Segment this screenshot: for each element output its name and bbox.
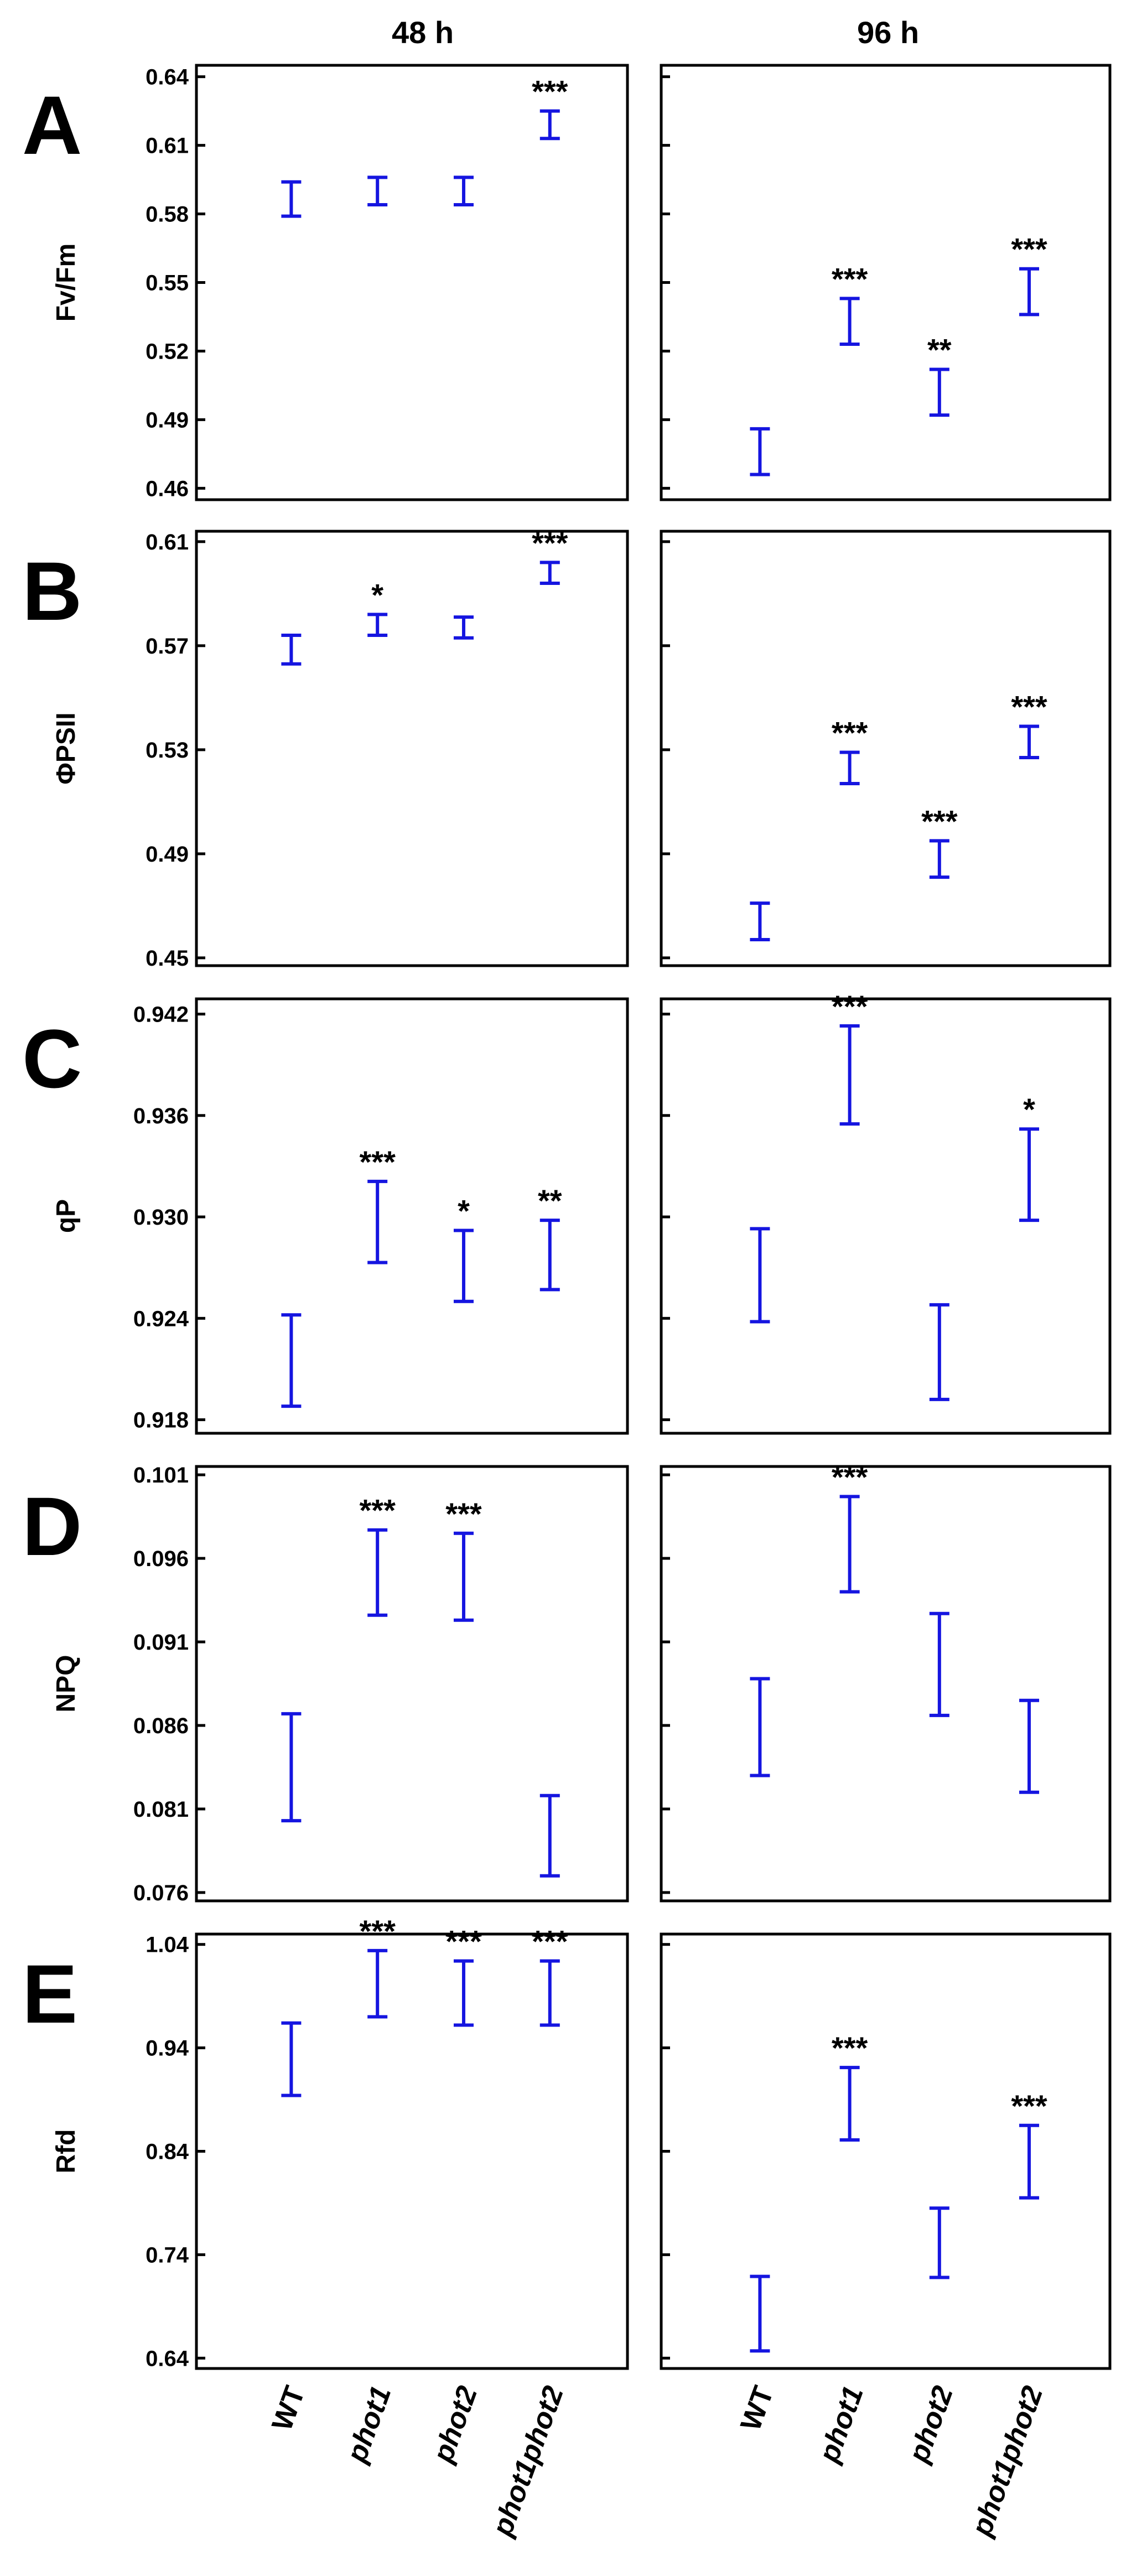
y-tick-label: 0.55 bbox=[146, 271, 189, 296]
significance-marker: ** bbox=[538, 1183, 562, 1218]
significance-marker: *** bbox=[832, 2030, 868, 2065]
x-tick-label-phot1phot2: phot1phot2 bbox=[965, 2382, 1049, 2541]
plot-frame bbox=[660, 530, 1112, 967]
significance-marker: * bbox=[458, 1193, 470, 1228]
plot-grid: 0.460.490.520.550.580.610.64AFv/Fm******… bbox=[22, 64, 1112, 2371]
x-tick-label-phot2: phot2 bbox=[902, 2382, 960, 2468]
significance-marker: *** bbox=[1011, 2088, 1047, 2123]
y-tick-label: 0.74 bbox=[146, 2243, 189, 2267]
panel-D-96h: *** bbox=[660, 1459, 1112, 1903]
panel-letter: A bbox=[22, 79, 82, 172]
panel-E-96h: *** *** bbox=[660, 1932, 1112, 2370]
plot-frame bbox=[195, 1932, 629, 2370]
y-tick-label: 0.918 bbox=[133, 1408, 189, 1433]
significance-marker: * bbox=[371, 577, 383, 612]
plot-frame bbox=[660, 64, 1112, 501]
column-header-96h: 96 h bbox=[857, 15, 919, 50]
x-tick-label-WT: WT bbox=[266, 2382, 312, 2435]
plot-frame bbox=[660, 1932, 1112, 2370]
panel-letter: C bbox=[22, 1012, 82, 1105]
y-tick-label: 0.081 bbox=[133, 1797, 189, 1822]
plot-frame bbox=[195, 1465, 629, 1903]
y-tick-label: 0.53 bbox=[146, 738, 189, 763]
panel-A-48h: 0.46 0.49 0.52 0.55 0.58 0.61 0.64 A Fv/Fm *** bbox=[22, 64, 629, 501]
significance-marker: *** bbox=[921, 804, 958, 838]
y-tick-label: 0.61 bbox=[146, 530, 189, 554]
y-tick-label: 0.924 bbox=[133, 1307, 189, 1331]
x-tick-label-phot1phot2: phot1phot2 bbox=[486, 2382, 570, 2541]
y-axis-label: qP bbox=[51, 1199, 81, 1233]
plot-frame bbox=[195, 530, 629, 967]
y-axis-label: Rfd bbox=[51, 2129, 81, 2174]
significance-marker: *** bbox=[832, 261, 868, 296]
significance-marker: *** bbox=[445, 1924, 482, 1959]
significance-marker: *** bbox=[532, 525, 568, 560]
y-tick-label: 0.096 bbox=[133, 1547, 189, 1571]
y-tick-label: 0.49 bbox=[146, 408, 189, 432]
x-axis-labels: WT phot1 phot2 phot1phot2 WT phot1 phot2 phot1p… bbox=[266, 2382, 1050, 2541]
x-tick-label-phot2: phot2 bbox=[427, 2382, 484, 2468]
significance-marker: *** bbox=[832, 989, 868, 1024]
panel-letter: E bbox=[22, 1947, 77, 2040]
significance-marker: *** bbox=[532, 1924, 568, 1959]
y-tick-label: 0.076 bbox=[133, 1881, 189, 1905]
y-tick-label: 0.84 bbox=[146, 2140, 189, 2164]
y-tick-label: 0.936 bbox=[133, 1104, 189, 1128]
significance-marker: *** bbox=[832, 716, 868, 750]
y-tick-label: 0.45 bbox=[146, 946, 189, 971]
x-tick-label-WT: WT bbox=[735, 2382, 780, 2435]
y-tick-label: 0.091 bbox=[133, 1630, 189, 1655]
panel-E-48h: 0.64 0.74 0.84 0.94 1.04 E Rfd *** *** *** bbox=[22, 1914, 629, 2371]
y-axis-label: ΦPSII bbox=[51, 712, 81, 784]
y-tick-label: 0.942 bbox=[133, 1002, 189, 1027]
plot-frame bbox=[660, 997, 1112, 1435]
significance-marker: *** bbox=[359, 1914, 396, 1948]
y-tick-label: 0.086 bbox=[133, 1714, 189, 1738]
significance-marker: *** bbox=[359, 1493, 396, 1528]
y-tick-label: 0.64 bbox=[146, 65, 189, 90]
panel-D-48h: 0.076 0.081 0.086 0.091 0.096 0.101 D NPQ *** *** bbox=[22, 1463, 629, 1905]
significance-marker: ** bbox=[927, 333, 952, 367]
significance-marker: *** bbox=[445, 1496, 482, 1531]
y-tick-label: 0.61 bbox=[146, 134, 189, 158]
significance-marker: * bbox=[1023, 1092, 1035, 1127]
y-tick-label: 0.101 bbox=[133, 1463, 189, 1487]
significance-marker: *** bbox=[832, 1459, 868, 1494]
panel-B-96h: *** *** *** bbox=[660, 530, 1112, 967]
y-axis-label: Fv/Fm bbox=[51, 243, 81, 322]
y-tick-label: 0.930 bbox=[133, 1205, 189, 1230]
y-tick-label: 0.58 bbox=[146, 203, 189, 227]
y-tick-label: 0.94 bbox=[146, 2036, 189, 2061]
significance-marker: *** bbox=[359, 1144, 396, 1179]
plot-frame bbox=[195, 997, 629, 1435]
significance-marker: *** bbox=[532, 74, 568, 109]
significance-marker: *** bbox=[1011, 690, 1047, 724]
x-tick-label-phot1: phot1 bbox=[340, 2382, 398, 2468]
plot-frame bbox=[195, 64, 629, 501]
x-tick-label-phot1: phot1 bbox=[812, 2382, 870, 2468]
plot-frame bbox=[660, 1465, 1112, 1903]
y-tick-label: 1.04 bbox=[146, 1933, 189, 1957]
panel-C-96h: **** bbox=[660, 989, 1112, 1435]
y-tick-label: 0.64 bbox=[146, 2346, 189, 2371]
y-tick-label: 0.57 bbox=[146, 634, 189, 659]
y-tick-label: 0.46 bbox=[146, 476, 189, 501]
panel-letter: D bbox=[22, 1480, 82, 1573]
panel-letter: B bbox=[22, 545, 82, 637]
panel-A-96h: ******** bbox=[660, 64, 1112, 501]
column-header-48h: 48 h bbox=[392, 15, 454, 50]
y-tick-label: 0.52 bbox=[146, 339, 189, 364]
y-axis-label: NPQ bbox=[51, 1655, 81, 1712]
y-tick-label: 0.49 bbox=[146, 842, 189, 867]
significance-marker: *** bbox=[1011, 232, 1047, 267]
